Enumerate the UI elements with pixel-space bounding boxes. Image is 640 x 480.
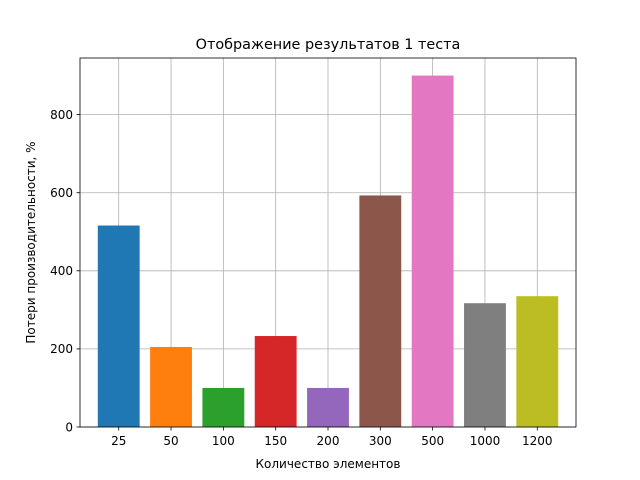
x-tick-label: 150 xyxy=(264,434,287,448)
x-tick-label: 500 xyxy=(421,434,444,448)
y-axis-ticks: 0 200 400 600 800 xyxy=(50,108,80,434)
bar-200 xyxy=(307,387,349,427)
bar-25 xyxy=(97,225,140,427)
x-tick-label: 300 xyxy=(369,434,392,448)
x-axis-ticks: 25 50 100 150 200 300 500 1000 1200 xyxy=(111,427,553,448)
bars xyxy=(97,75,559,428)
bar-50 xyxy=(150,346,192,427)
bar-1200 xyxy=(516,296,559,427)
bar-100 xyxy=(202,387,245,427)
x-tick-label: 25 xyxy=(111,434,126,448)
plot-frame xyxy=(79,57,577,428)
x-axis-label: Количество элементов xyxy=(256,457,401,471)
y-tick-label: 0 xyxy=(65,420,73,434)
y-tick-label: 600 xyxy=(50,186,73,200)
bar-150 xyxy=(254,336,297,427)
y-axis-label: Потери производительности, % xyxy=(24,141,38,343)
chart-title: Отображение результатов 1 теста xyxy=(196,37,461,53)
x-tick-label: 200 xyxy=(317,434,340,448)
x-tick-label: 1200 xyxy=(522,434,553,448)
x-tick-label: 1000 xyxy=(470,434,501,448)
y-tick-label: 800 xyxy=(50,108,73,122)
bar-300 xyxy=(359,195,402,427)
x-tick-label: 100 xyxy=(212,434,235,448)
bar-1000 xyxy=(464,303,506,427)
bar-500 xyxy=(411,75,454,428)
y-tick-label: 400 xyxy=(50,264,73,278)
y-tick-label: 200 xyxy=(50,342,73,356)
x-tick-label: 50 xyxy=(163,434,178,448)
